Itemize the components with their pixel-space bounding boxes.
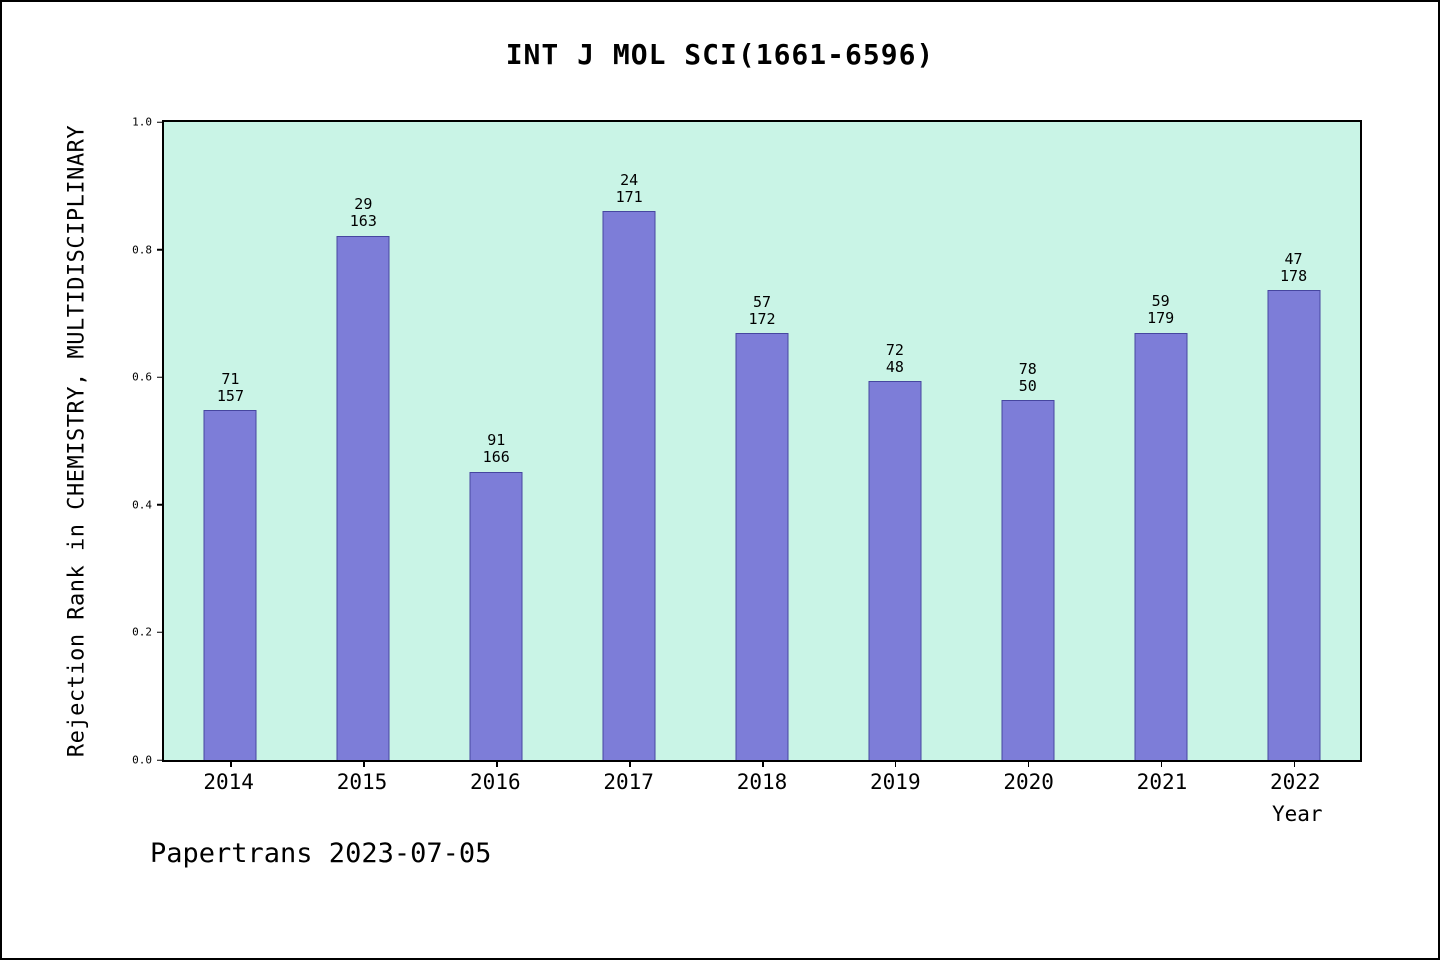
bar: [1134, 332, 1188, 760]
bar-value-label: 59 179: [1147, 292, 1175, 328]
x-tick-label: 2019: [870, 770, 921, 794]
bar: [868, 381, 922, 760]
bar: [203, 410, 257, 760]
x-tick-label: 2014: [203, 770, 254, 794]
bar: [1267, 290, 1321, 760]
bar-column: 72 48: [828, 122, 961, 767]
y-tick-label: 0.4: [132, 498, 152, 512]
bar-value-label: 78 50: [1018, 359, 1037, 395]
x-tick-label: 2015: [336, 770, 388, 794]
bar-column: 24 171: [563, 122, 696, 767]
bar-value-label: 29 163: [349, 195, 377, 231]
bar-column: 71 157: [164, 122, 297, 767]
y-tick-label: 0.8: [132, 243, 152, 257]
x-tick-label: 2021: [1136, 770, 1188, 794]
x-tick-mark: [762, 760, 764, 767]
x-tick-label: 2018: [736, 770, 788, 794]
y-tick-label: 0.2: [132, 625, 152, 639]
x-tick-mark: [1160, 760, 1163, 767]
plot-area: 71 157 29 163 91 166 24 171 57 172 72 48 78 50 59 179 47…: [132, 117, 1362, 767]
bar-value-label: 57 172: [748, 292, 776, 328]
bar-column: 57 172: [696, 122, 829, 767]
x-tick-mark: [1027, 760, 1030, 767]
x-tick-mark: [629, 760, 631, 767]
y-tick-mark: [157, 376, 164, 378]
x-tick-labels: 2014 2015 2016 2017 2018 2019 2020 2021 2022: [162, 770, 1362, 794]
x-tick-label: 2020: [1003, 770, 1054, 794]
bar-value-label: 71 157: [216, 369, 244, 406]
y-tick-mark: [157, 248, 164, 251]
bar: [469, 471, 523, 760]
bar-value-label: 24 171: [615, 170, 643, 207]
y-tick-mark: [157, 631, 164, 634]
y-tick-mark: [157, 759, 164, 761]
x-tick-mark: [230, 760, 232, 767]
y-tick-label: 0.6: [132, 370, 152, 384]
y-tick-label: 1.0: [132, 115, 152, 129]
x-axis-title: Year: [1272, 802, 1323, 826]
bar-column: 47 178: [1227, 122, 1360, 767]
bar: [602, 211, 656, 760]
bars-layer: 71 157 29 163 91 166 24 171 57 172 72 48 78 50 59 179 47…: [164, 122, 1360, 767]
x-tick-label: 2022: [1270, 770, 1321, 794]
chart-title: INT J MOL SCI(1661-6596): [505, 38, 935, 71]
bar: [735, 333, 789, 760]
bar-value-label: 91 166: [482, 431, 510, 467]
x-tick-mark: [894, 760, 897, 767]
bar: [1001, 400, 1055, 760]
x-tick-label: 2017: [603, 770, 654, 794]
bar-column: 29 163: [297, 122, 430, 767]
x-tick-label: 2016: [470, 770, 521, 794]
bar-column: 78 50: [961, 122, 1094, 767]
y-tick-mark: [157, 121, 164, 123]
bar-value-label: 72 48: [885, 340, 904, 376]
bar-value-label: 47 178: [1280, 249, 1308, 286]
watermark-text: Papertrans 2023-07-05: [150, 838, 492, 869]
y-tick-mark: [157, 504, 164, 506]
bar-column: 59 179: [1094, 122, 1227, 767]
y-tick-label: 0.0: [132, 753, 152, 767]
x-tick-mark: [496, 760, 498, 767]
x-tick-mark: [1293, 760, 1296, 767]
bar-column: 91 166: [430, 122, 563, 767]
bar: [336, 235, 390, 760]
x-tick-mark: [363, 760, 365, 767]
y-axis-title: Rejection Rank in CHEMISTRY, MULTIDISCIP…: [64, 124, 90, 758]
